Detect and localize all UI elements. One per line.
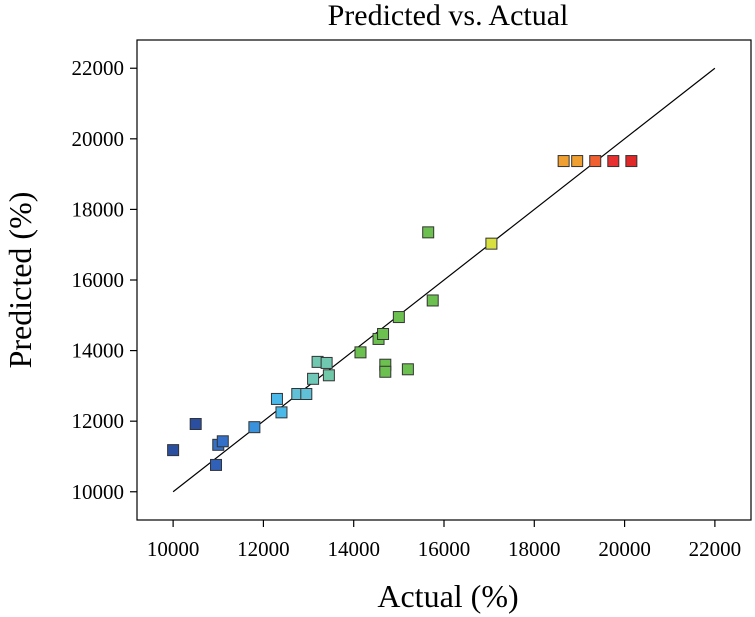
data-point [379,365,392,378]
data-point [571,155,584,168]
x-tick-label: 20000 [598,537,651,561]
data-point [322,369,335,382]
data-point [426,294,439,307]
y-tick-label: 12000 [72,409,125,433]
y-axis-label: Predicted (%) [2,192,38,369]
x-tick-label: 22000 [689,537,742,561]
data-point [422,226,435,239]
y-tick-label: 14000 [72,339,125,363]
data-point [210,458,223,471]
data-point [248,421,261,434]
x-tick-label: 14000 [327,537,380,561]
data-point [354,346,367,359]
data-point [607,155,620,168]
y-tick-label: 22000 [72,56,125,80]
y-tick-label: 18000 [72,197,125,221]
data-point [392,311,405,324]
data-point [589,155,602,168]
y-tick-label: 16000 [72,268,125,292]
data-point [377,328,390,340]
x-tick-label: 16000 [418,537,471,561]
y-tick-label: 10000 [72,480,125,504]
data-point [300,388,313,400]
x-axis-label: Actual (%) [377,578,518,614]
data-point [625,155,638,168]
data-point [270,392,283,405]
chart-title: Predicted vs. Actual [328,0,569,32]
data-point [401,363,414,376]
data-points [167,155,638,471]
x-tick-label: 10000 [147,537,200,561]
data-point [557,155,570,168]
data-point [320,356,333,369]
data-point [485,237,498,250]
y-axis-ticks: 10000 12000 14000 16000 18000 20000 22000 [72,56,137,504]
x-tick-label: 18000 [508,537,561,561]
data-point [275,406,288,419]
data-point [216,435,229,448]
data-point [189,418,202,430]
data-point [307,372,320,385]
identity-reference-line [172,67,716,493]
y-tick-label: 20000 [72,127,125,151]
x-tick-label: 12000 [237,537,290,561]
x-axis-ticks: 10000 12000 14000 16000 18000 20000 22000 [147,520,741,561]
data-point [167,444,180,457]
